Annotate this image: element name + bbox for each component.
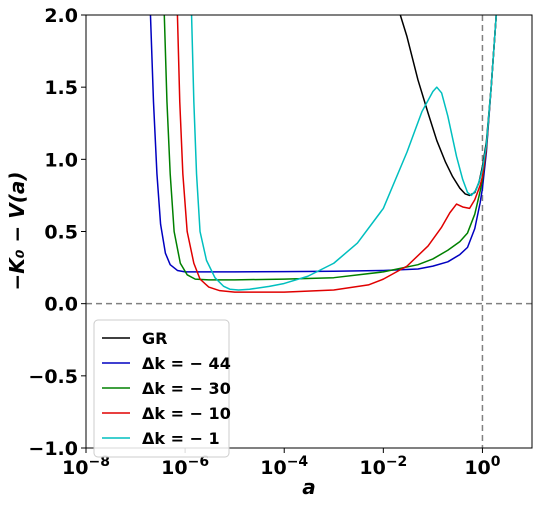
x-axis-label: a <box>302 475 316 499</box>
series-line-2 <box>163 15 498 281</box>
y-tick-label: −1.0 <box>28 438 78 460</box>
series-line-3 <box>176 15 498 293</box>
series-line-1 <box>149 15 498 273</box>
y-tick-label: 0.5 <box>44 222 78 244</box>
legend: GR Δk = − 44 Δk = − 30 Δk = − 10 Δk = − 1 <box>93 319 231 458</box>
legend-entry: Δk = − 30 <box>142 379 231 398</box>
y-axis: −1.0 −0.5 0.0 0.5 1.0 1.5 2.0 <box>28 5 86 460</box>
legend-box <box>93 319 230 458</box>
y-tick-label: 1.0 <box>44 149 78 171</box>
y-tick-label: −0.5 <box>28 366 78 388</box>
reference-lines <box>86 15 532 448</box>
y-tick-label: 0.0 <box>44 294 78 316</box>
y-tick-label: 1.5 <box>44 77 78 99</box>
series-line-4 <box>190 15 498 291</box>
y-axis-label: −K₀ − V(a) <box>5 172 29 291</box>
legend-entry: Δk = − 10 <box>142 404 231 423</box>
legend-entry: GR <box>142 329 167 348</box>
legend-entry: Δk = − 1 <box>142 429 220 448</box>
y-tick-label: 2.0 <box>44 5 78 27</box>
legend-entry: Δk = − 44 <box>142 354 231 373</box>
x-tick-label: 10−2 <box>359 454 407 479</box>
series-lines <box>149 15 498 293</box>
